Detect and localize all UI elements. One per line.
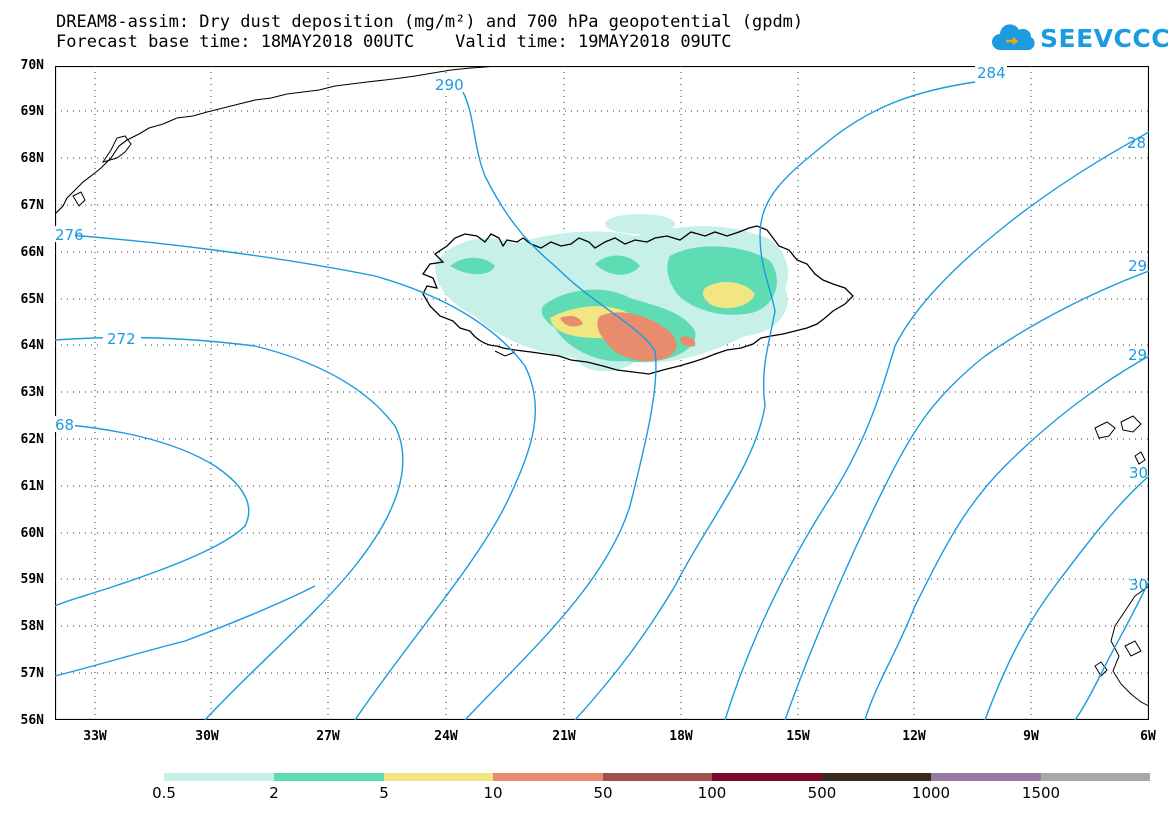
contour-label: 30 <box>1129 576 1148 594</box>
legend-label: 1000 <box>911 784 951 802</box>
lat-label: 64N <box>20 338 44 353</box>
map-canvas: 290 284 28 29 29 30 30 276 272 68 <box>55 66 1149 720</box>
map-title: DREAM8-assim: Dry dust deposition (mg/m²… <box>56 12 804 32</box>
legend-label: 50 <box>593 784 613 802</box>
legend-swatch <box>164 773 274 781</box>
legend-swatch <box>931 773 1041 781</box>
legend-label: 1500 <box>1021 784 1061 802</box>
lon-label: 24W <box>434 729 458 744</box>
lat-label: 68N <box>20 151 44 166</box>
lat-label: 65N <box>20 292 44 307</box>
legend-label: 0.5 <box>152 784 176 802</box>
legend-swatch <box>384 773 493 781</box>
legend-swatch <box>603 773 712 781</box>
contour-label: 68 <box>55 416 74 434</box>
greenland-coastline <box>55 66 496 215</box>
cloud-icon <box>992 24 1035 50</box>
lat-label: 56N <box>20 713 44 728</box>
scotland-coastline <box>1094 585 1149 707</box>
seevccc-logo: SEEVCCC <box>990 20 1170 56</box>
legend-label: 500 <box>807 784 837 802</box>
lat-label: 57N <box>20 666 44 681</box>
lon-label: 12W <box>902 729 926 744</box>
map-subtitle: Forecast base time: 18MAY2018 00UTC Vali… <box>56 32 732 52</box>
lon-label: 6W <box>1140 729 1156 744</box>
legend-swatch <box>822 773 931 781</box>
legend-swatch <box>274 773 384 781</box>
contour-labels: 290 284 28 29 29 30 30 276 272 68 <box>55 66 1148 594</box>
lon-label: 30W <box>195 729 219 744</box>
lat-label: 59N <box>20 572 44 587</box>
lon-label: 27W <box>316 729 340 744</box>
contour-label: 284 <box>977 66 1006 82</box>
legend-label: 2 <box>269 784 279 802</box>
geopotential-contours <box>55 81 1149 720</box>
legend-label: 5 <box>379 784 389 802</box>
lon-label: 9W <box>1023 729 1039 744</box>
contour-label: 30 <box>1129 464 1148 482</box>
lat-label: 58N <box>20 619 44 634</box>
legend-swatch <box>1041 773 1150 781</box>
lon-label: 21W <box>552 729 576 744</box>
dust-deposition-field <box>435 214 789 372</box>
contour-label: 272 <box>107 330 136 348</box>
lon-label: 18W <box>669 729 693 744</box>
iceland-coastline <box>421 225 854 375</box>
lon-label: 33W <box>83 729 107 744</box>
contour-label: 29 <box>1128 257 1147 275</box>
lat-label: 67N <box>20 198 44 213</box>
lat-label: 60N <box>20 526 44 541</box>
lat-label: 61N <box>20 479 44 494</box>
contour-label: 29 <box>1128 346 1147 364</box>
legend-swatch <box>493 773 603 781</box>
contour-label: 276 <box>55 226 84 244</box>
faroe-coastline <box>1094 415 1146 465</box>
lon-label: 15W <box>786 729 810 744</box>
legend-label: 10 <box>483 784 503 802</box>
lat-label: 69N <box>20 104 44 119</box>
legend-swatch <box>712 773 822 781</box>
legend-label: 100 <box>697 784 727 802</box>
lat-label: 66N <box>20 245 44 260</box>
logo-text: SEEVCCC <box>1040 23 1171 53</box>
lat-label: 62N <box>20 432 44 447</box>
contour-label: 28 <box>1127 134 1146 152</box>
contour-label: 290 <box>435 76 464 94</box>
lat-label: 63N <box>20 385 44 400</box>
lat-label: 70N <box>20 58 44 73</box>
